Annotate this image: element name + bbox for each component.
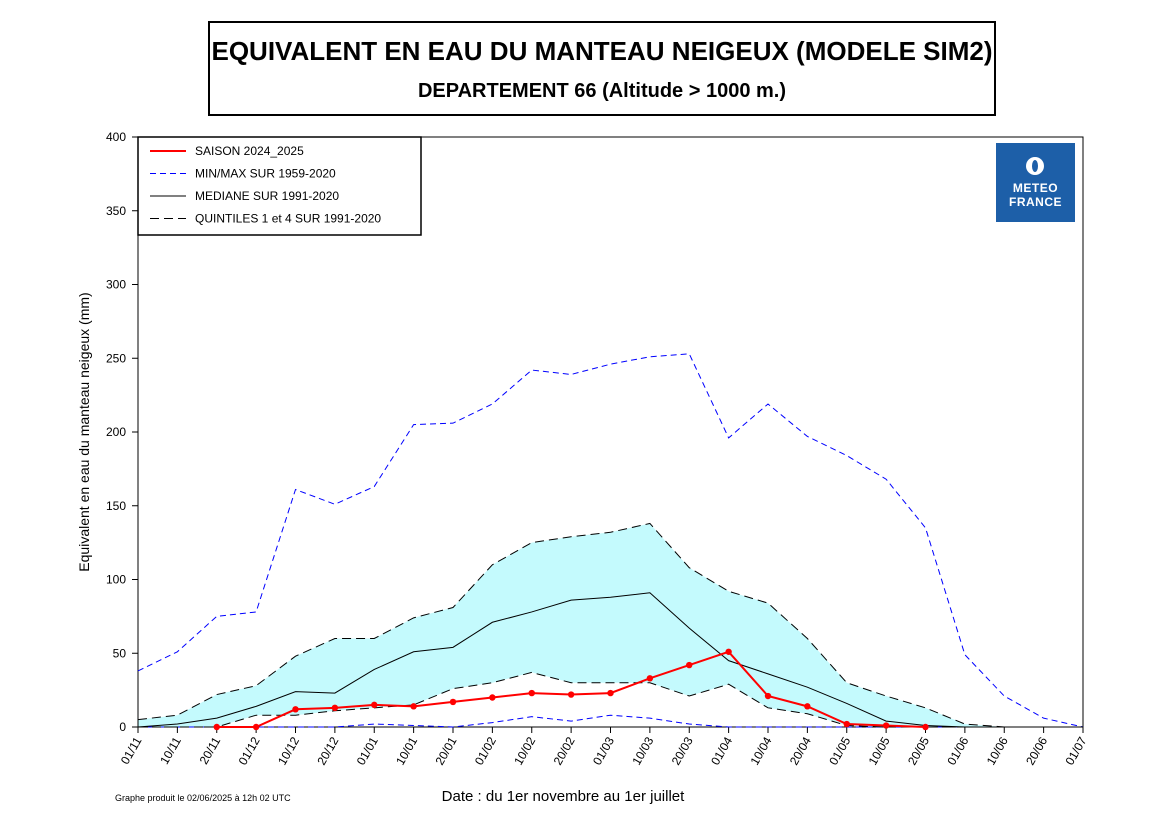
legend-label: SAISON 2024_2025 [195, 144, 304, 158]
season-point [922, 723, 929, 731]
x-tick-label: 01/01 [354, 734, 381, 767]
x-tick-label: 10/12 [275, 734, 302, 767]
season-point [489, 694, 496, 701]
x-tick-label: 10/06 [984, 734, 1011, 767]
logo-mark-icon [1026, 157, 1044, 175]
y-tick-label: 300 [106, 278, 126, 292]
season-point [843, 720, 850, 728]
x-tick-label: 01/12 [236, 734, 263, 767]
y-tick-label: 100 [106, 573, 126, 587]
x-tick-label: 01/05 [826, 734, 853, 767]
season-point [331, 704, 339, 712]
season-point [646, 675, 654, 682]
y-tick-label: 350 [106, 204, 126, 218]
x-tick-label: 20/11 [197, 734, 224, 767]
y-tick-label: 400 [106, 130, 126, 144]
x-tick-label: 20/02 [551, 734, 578, 767]
season-point [764, 692, 772, 700]
season-point [252, 723, 260, 731]
y-tick-label: 250 [106, 351, 126, 365]
x-tick-label: 20/03 [669, 734, 696, 767]
x-tick-label: 01/11 [118, 734, 145, 767]
x-tick-label: 10/04 [747, 734, 774, 767]
chart-title: EQUIVALENT EN EAU DU MANTEAU NEIGEUX (MO… [211, 36, 993, 66]
chart-subtitle: DEPARTEMENT 66 (Altitude > 1000 m.) [417, 80, 787, 102]
season-point [607, 689, 614, 697]
x-tick-label: 01/04 [708, 734, 735, 767]
x-tick-label: 01/07 [1062, 734, 1089, 767]
quintile-band [138, 523, 1083, 727]
x-tick-label: 20/04 [787, 734, 814, 767]
season-point [686, 661, 693, 669]
series-line-q1 [138, 671, 1083, 728]
x-tick-label: 01/06 [944, 734, 971, 767]
x-tick-label: 20/05 [905, 734, 932, 767]
title-box: EQUIVALENT EN EAU DU MANTEAU NEIGEUX (MO… [208, 21, 996, 116]
season-point [725, 648, 732, 655]
x-tick-label: 20/06 [1023, 734, 1050, 767]
x-tick-label: 01/02 [472, 734, 499, 767]
season-point [804, 703, 811, 710]
season-point [882, 722, 890, 729]
meteo-france-logo-icon: METEO FRANCE [996, 143, 1075, 222]
season-point [292, 706, 299, 713]
season-point [528, 689, 535, 697]
x-tick-label: 10/01 [393, 734, 420, 767]
x-tick-label: 20/12 [314, 734, 341, 767]
season-point [449, 698, 457, 706]
season-point [410, 703, 417, 710]
x-axis-title: Date : du 1er novembre au 1er juillet [441, 788, 685, 805]
footer-note: Graphe produit le 02/06/2025 à 12h 02 UT… [115, 793, 291, 803]
legend-label: QUINTILES 1 et 4 SUR 1991-2020 [195, 212, 381, 226]
x-tick-label: 10/03 [629, 734, 656, 767]
y-tick-label: 200 [106, 425, 126, 439]
series-line-min [138, 714, 1083, 728]
season-point [213, 723, 220, 731]
y-tick-label: 0 [119, 720, 126, 734]
season-point [567, 691, 575, 698]
y-axis-title: Equivalent en eau du manteau neigeux (mm… [76, 292, 92, 572]
logo-line2: FRANCE [1009, 195, 1062, 209]
logo-line1: METEO [1012, 181, 1059, 195]
series-line-max [137, 353, 1084, 728]
x-tick-label: 10/11 [157, 734, 184, 767]
season-point [371, 701, 378, 709]
series-line-q4 [137, 522, 1083, 728]
y-tick-label: 150 [106, 499, 126, 513]
legend-label: MIN/MAX SUR 1959-2020 [195, 167, 336, 181]
x-tick-label: 01/03 [590, 734, 617, 767]
x-tick-label: 20/01 [432, 734, 459, 767]
legend-label: MEDIANE SUR 1991-2020 [195, 189, 339, 203]
y-tick-label: 50 [113, 646, 127, 660]
x-tick-label: 10/02 [511, 734, 538, 767]
x-tick-label: 10/05 [866, 734, 893, 767]
